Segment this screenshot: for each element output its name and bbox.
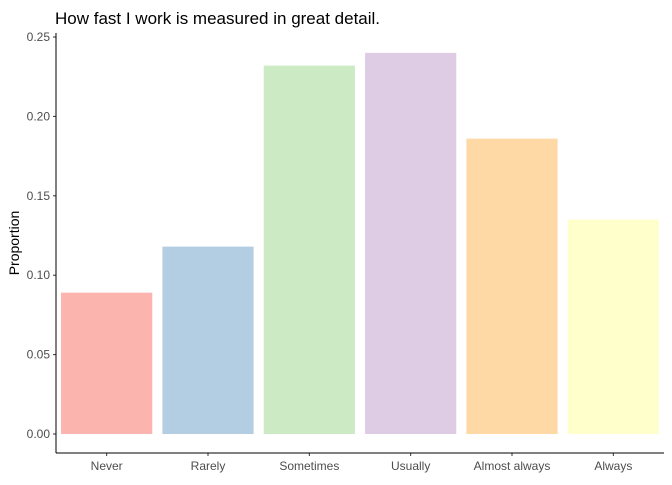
bars-group [61, 52, 659, 435]
y-axis-ticks: 0.00 0.05 0.10 0.15 0.20 0.25 [27, 30, 56, 441]
y-tick-label: 0.25 [27, 30, 51, 44]
bar-sometimes [263, 65, 355, 435]
x-tick-label: Rarely [191, 459, 226, 473]
x-tick-label: Sometimes [279, 459, 339, 473]
y-tick-label: 0.00 [27, 427, 51, 441]
y-tick-label: 0.20 [27, 109, 51, 123]
bar-never [61, 292, 153, 434]
y-tick-label: 0.10 [27, 268, 51, 282]
x-tick-label: Never [91, 459, 123, 473]
chart-title: How fast I work is measured in great det… [55, 9, 380, 28]
x-axis-ticks: Never Rarely Sometimes Usually Almost always… [91, 453, 632, 473]
y-axis-label: Proportion [6, 211, 22, 276]
x-tick-label: Always [594, 459, 632, 473]
bar-rarely [162, 246, 254, 434]
bar-usually [365, 52, 457, 434]
y-tick-label: 0.05 [27, 348, 51, 362]
y-tick-label: 0.15 [27, 189, 51, 203]
x-tick-label: Usually [391, 459, 430, 473]
bar-always [567, 219, 659, 434]
x-tick-label: Almost always [474, 459, 551, 473]
bar-almost-always [466, 138, 558, 434]
